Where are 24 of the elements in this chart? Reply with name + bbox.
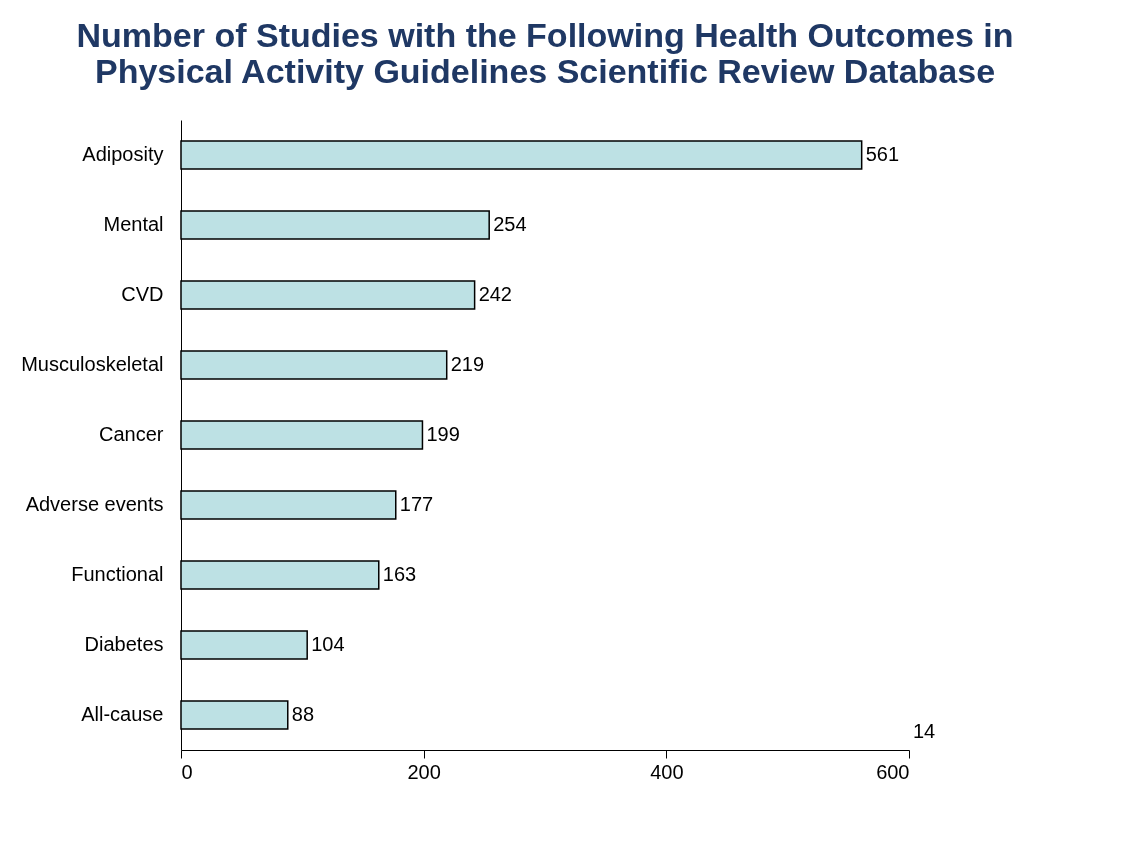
y-tick-label: Adiposity xyxy=(82,143,164,165)
y-tick-label: All-cause xyxy=(81,703,164,725)
x-tick-label: 200 xyxy=(407,760,441,783)
text: 14 xyxy=(913,720,936,742)
data-label: 254 xyxy=(493,213,527,235)
y-tick-label: Diabetes xyxy=(84,633,164,655)
y-tick-label: Mental xyxy=(103,213,164,235)
data-label: 219 xyxy=(450,353,485,375)
data-label: 88 xyxy=(291,703,315,725)
data-label: 177 xyxy=(399,493,434,515)
y-tick-label: Cancer xyxy=(99,423,164,445)
x-tick-label: 400 xyxy=(650,760,684,783)
y-tick-label: CVD xyxy=(121,283,164,305)
data-label: 561 xyxy=(865,143,900,165)
chart-title: Number of Studies with the Following Health Outcomes in Physical Activity Guidelines Scientific Review Database xyxy=(76,16,1014,90)
data-label: 199 xyxy=(426,423,460,445)
x-tick-label: 0 xyxy=(181,760,193,783)
y-tick-label: Adverse events xyxy=(25,493,164,515)
y-tick-label: Musculoskeletal xyxy=(21,353,164,375)
data-label: 104 xyxy=(311,633,345,655)
y-tick-label: Functional xyxy=(71,563,164,585)
data-label: 163 xyxy=(382,563,417,585)
x-tick-label: 600 xyxy=(876,760,910,783)
data-label: 242 xyxy=(478,283,512,305)
